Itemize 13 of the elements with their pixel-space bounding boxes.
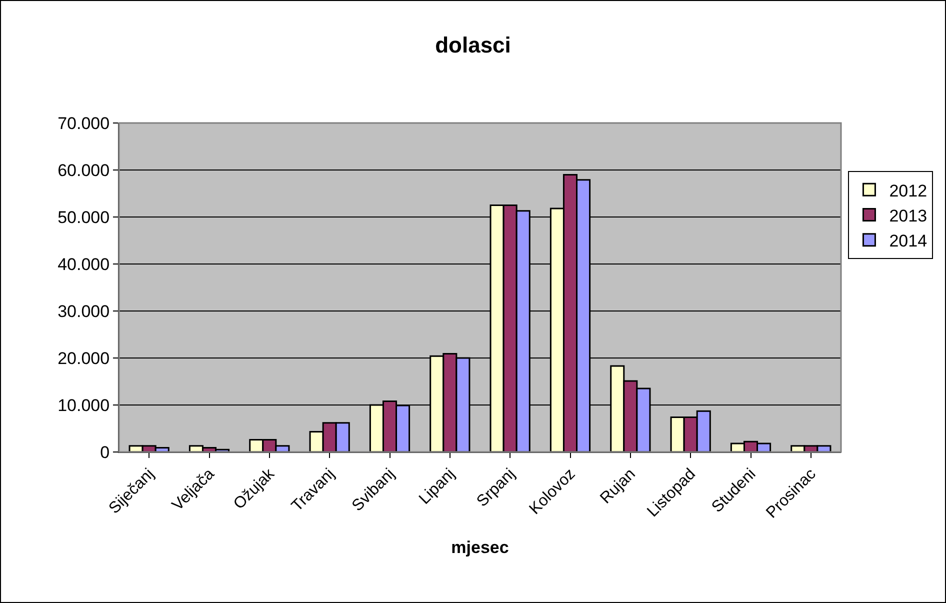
legend-label: 2013: [889, 206, 928, 226]
y-tick-label: 70.000: [58, 114, 110, 133]
y-tick-label: 20.000: [58, 348, 110, 368]
y-tick-label: 40.000: [58, 254, 110, 274]
x-axis-title: mjesec: [451, 538, 509, 558]
y-tick-label: 10.000: [58, 396, 110, 415]
y-tick-label: 0: [100, 442, 110, 462]
y-tick-label: 60.000: [58, 160, 110, 180]
y-tick-label: 50.000: [58, 208, 110, 227]
legend-label: 2012: [889, 181, 928, 200]
y-tick-label: 30.000: [58, 302, 110, 321]
legend-label: 2014: [889, 232, 928, 250]
chart-title: dolasci: [435, 32, 511, 58]
